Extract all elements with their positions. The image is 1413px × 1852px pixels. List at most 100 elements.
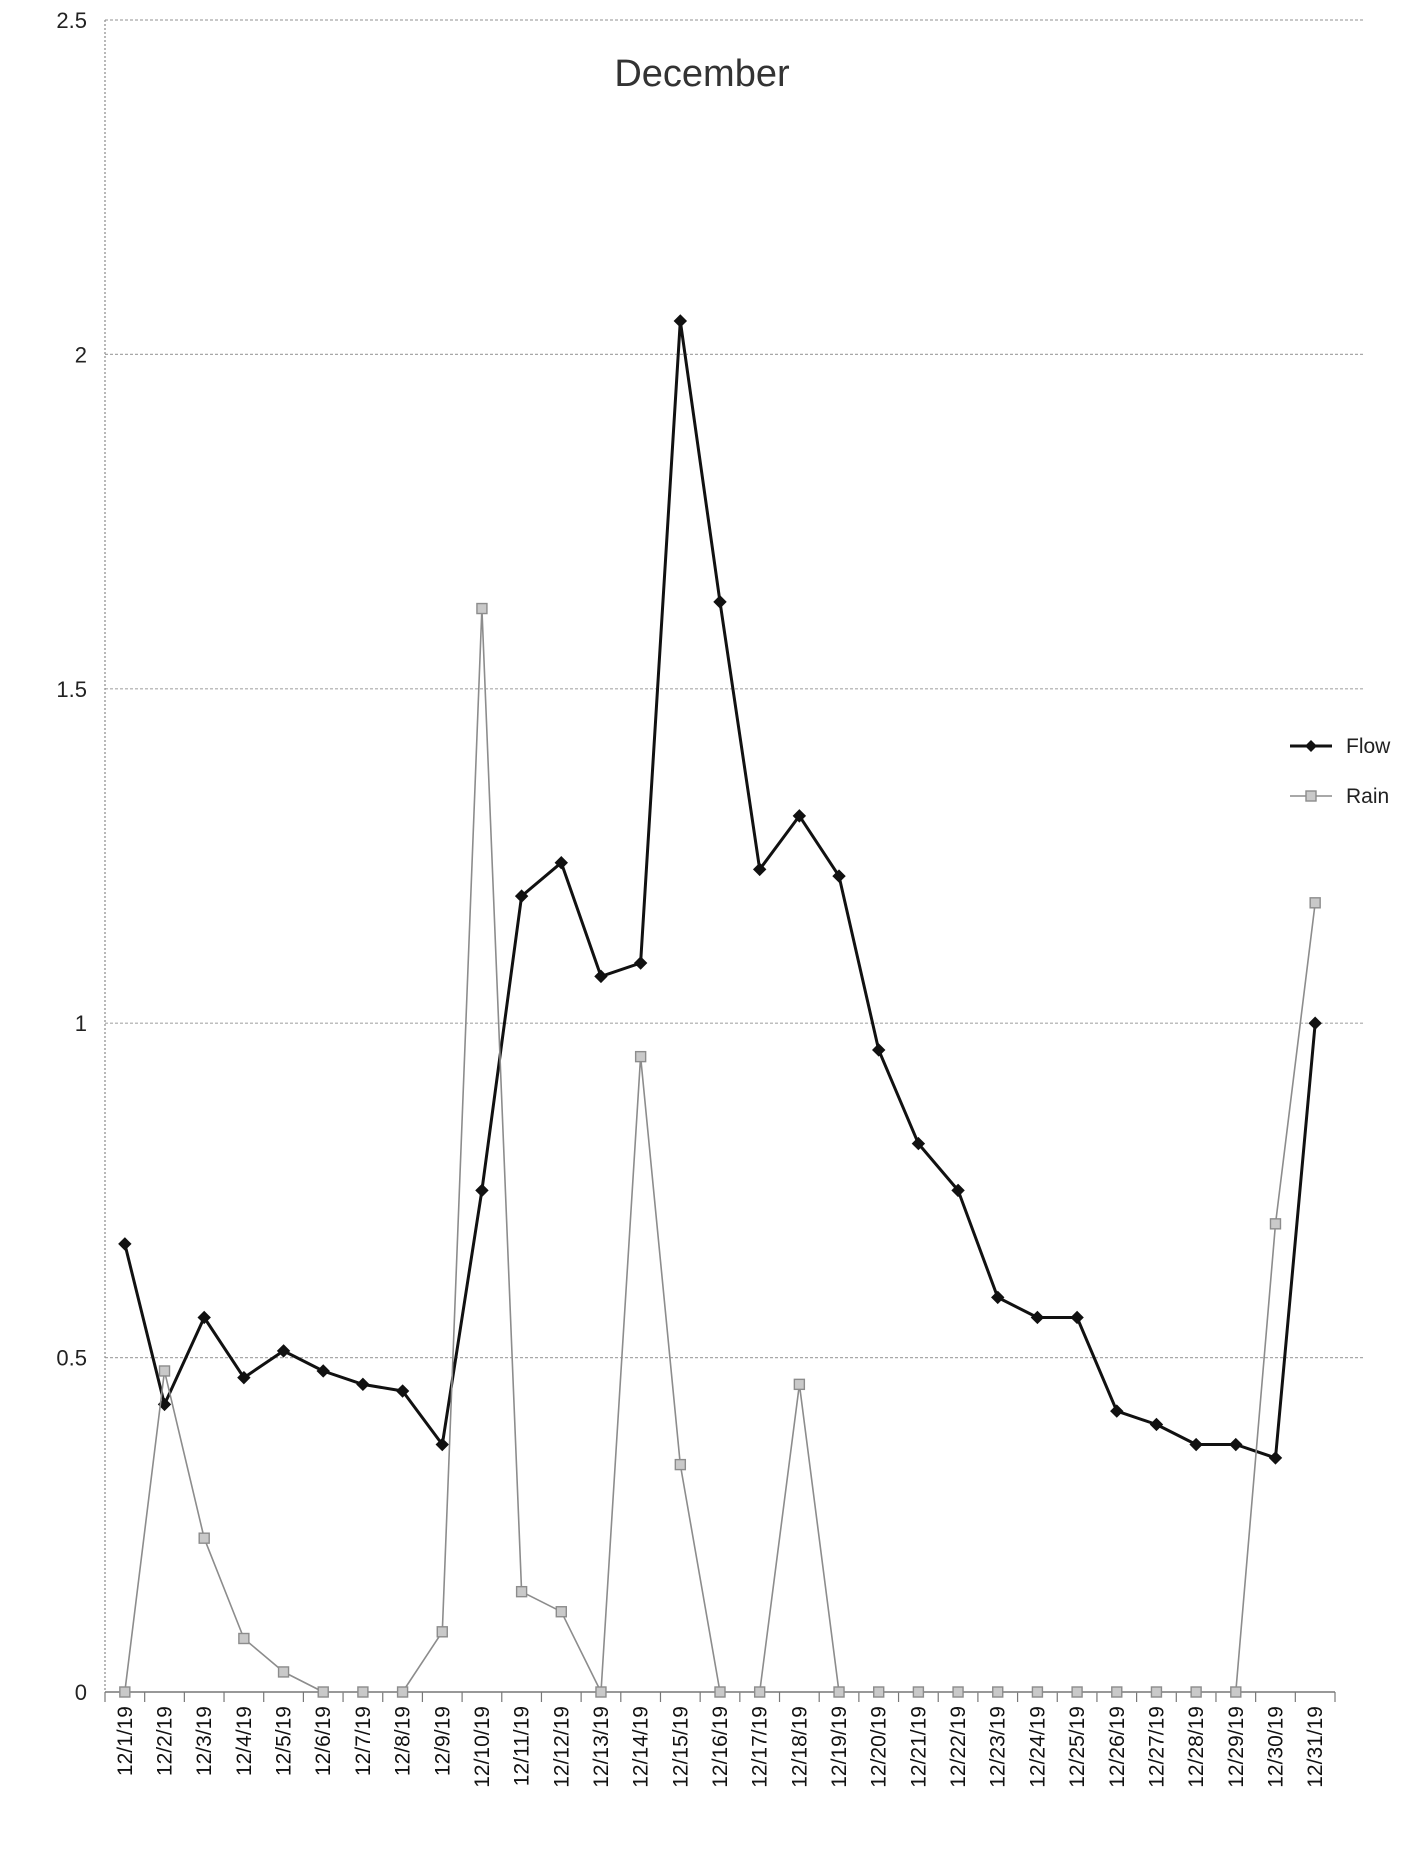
- x-tick-label: 12/6/19: [312, 1706, 335, 1776]
- series-rain-point: [515, 1585, 528, 1598]
- x-tick-label: 12/23/19: [987, 1706, 1010, 1788]
- series-flow-point: [118, 1237, 132, 1251]
- x-tick-label: 12/12/19: [550, 1706, 573, 1788]
- series-flow-point: [594, 969, 608, 984]
- series-rain-point: [119, 1686, 131, 1698]
- x-tick-label: 12/15/19: [669, 1706, 692, 1788]
- x-tick-label: 12/5/19: [273, 1706, 296, 1776]
- series-rain-point: [912, 1686, 925, 1698]
- series-flow-point: [1030, 1310, 1045, 1325]
- x-tick-label: 12/18/19: [788, 1706, 811, 1788]
- series-flow-point: [276, 1344, 291, 1358]
- x-tick-label: 12/11/19: [511, 1706, 534, 1786]
- x-tick-label: 12/3/19: [193, 1706, 216, 1776]
- series-flow-point: [872, 1043, 886, 1057]
- series-rain-point: [238, 1632, 250, 1645]
- x-tick-label: 12/27/19: [1145, 1706, 1168, 1788]
- y-tick-label: 2.5: [56, 8, 87, 33]
- legend: Flow Rain: [1290, 735, 1391, 808]
- x-tick-label: 12/29/19: [1225, 1706, 1248, 1788]
- series-rain-point: [1111, 1686, 1123, 1698]
- series-flow-point: [1229, 1437, 1243, 1452]
- series-rain-point: [476, 602, 488, 615]
- legend-rain-marker: [1305, 790, 1317, 802]
- x-tick-label: 12/25/19: [1066, 1706, 1089, 1788]
- series-rain-point: [1031, 1686, 1044, 1698]
- x-tick-label: 12/8/19: [392, 1706, 415, 1776]
- series-rain-point: [198, 1532, 210, 1544]
- x-tick-label: 12/7/19: [352, 1706, 375, 1776]
- series-rain-point: [793, 1378, 806, 1391]
- series-flow-point: [1070, 1310, 1084, 1325]
- series-rain-point: [1150, 1686, 1163, 1698]
- x-tick-label: 12/4/19: [233, 1706, 256, 1776]
- series-rain-point: [833, 1686, 845, 1698]
- series-rain-point: [753, 1686, 766, 1698]
- series-rain-point: [158, 1365, 171, 1377]
- series-flow-point: [911, 1136, 926, 1151]
- series-flow-point: [1268, 1451, 1283, 1465]
- series-flow-point: [1189, 1437, 1203, 1452]
- series-rain-point: [714, 1686, 726, 1698]
- series-rain-point: [595, 1686, 607, 1698]
- series-flow-point: [832, 869, 846, 883]
- x-tick-label: 12/17/19: [749, 1706, 772, 1788]
- series-flow-point: [395, 1384, 410, 1398]
- x-tick-label: 12/2/19: [154, 1706, 177, 1776]
- series-flow-point: [633, 956, 648, 970]
- series-flow-point: [1149, 1417, 1164, 1432]
- series-flow-point: [554, 855, 568, 870]
- x-tick-label: 12/26/19: [1106, 1706, 1129, 1788]
- x-tick-label: 12/19/19: [828, 1706, 851, 1788]
- x-tick-label: 12/24/19: [1026, 1706, 1049, 1788]
- series-rain-point: [396, 1686, 409, 1698]
- series-rain-point: [873, 1686, 885, 1698]
- x-tick-label: 12/30/19: [1264, 1706, 1287, 1788]
- series-flow-point: [792, 809, 807, 823]
- legend-flow-marker: [1305, 740, 1317, 752]
- x-tick-label: 12/1/19: [114, 1706, 137, 1776]
- x-tick-label: 12/9/19: [431, 1706, 454, 1776]
- series-rain-point: [436, 1626, 448, 1638]
- legend-flow-label: Flow: [1346, 735, 1391, 758]
- series-rain-point: [634, 1050, 647, 1063]
- series-rain-point: [1071, 1686, 1083, 1698]
- y-tick-label: 1: [75, 1011, 87, 1036]
- x-tick-label: 12/20/19: [868, 1706, 891, 1788]
- series-flow-point: [1308, 1016, 1322, 1030]
- series-flow-point: [673, 314, 688, 328]
- x-tick-label: 12/31/19: [1304, 1706, 1327, 1788]
- series-flow-point: [197, 1310, 211, 1325]
- series-flow-point: [752, 862, 767, 877]
- series-rain-point: [277, 1666, 290, 1678]
- x-tick-label: 12/14/19: [630, 1706, 653, 1788]
- x-tick-label: 12/21/19: [907, 1706, 930, 1788]
- series-flow-point: [356, 1377, 370, 1392]
- legend-rain-label: Rain: [1346, 785, 1389, 808]
- series-flow-point: [991, 1290, 1005, 1305]
- series-rain-point: [317, 1686, 329, 1698]
- x-tick-label: 12/16/19: [709, 1706, 732, 1788]
- series-rain-point: [1269, 1218, 1282, 1230]
- x-tick-label: 12/28/19: [1185, 1706, 1208, 1788]
- series-flow-point: [951, 1183, 965, 1198]
- series-rain-point: [1309, 897, 1321, 909]
- y-tick-label: 2: [75, 342, 87, 367]
- series-rain-point: [952, 1686, 964, 1698]
- chart-title: December: [614, 53, 790, 95]
- series-flow-point: [316, 1364, 330, 1378]
- series-flow-point: [514, 889, 529, 903]
- series-flow-point: [1110, 1404, 1124, 1418]
- y-tick-label: 0: [75, 1680, 87, 1705]
- series-rain-point: [992, 1686, 1004, 1698]
- x-tick-label: 12/10/19: [471, 1706, 494, 1788]
- series-flow-point: [713, 595, 727, 609]
- x-tick-label: 12/22/19: [947, 1706, 970, 1788]
- y-tick-label: 1.5: [56, 677, 87, 702]
- series-flow-point: [475, 1183, 489, 1198]
- series-rain-point: [1230, 1686, 1242, 1698]
- series-flow-point: [435, 1437, 449, 1452]
- y-tick-label: 0.5: [56, 1346, 87, 1371]
